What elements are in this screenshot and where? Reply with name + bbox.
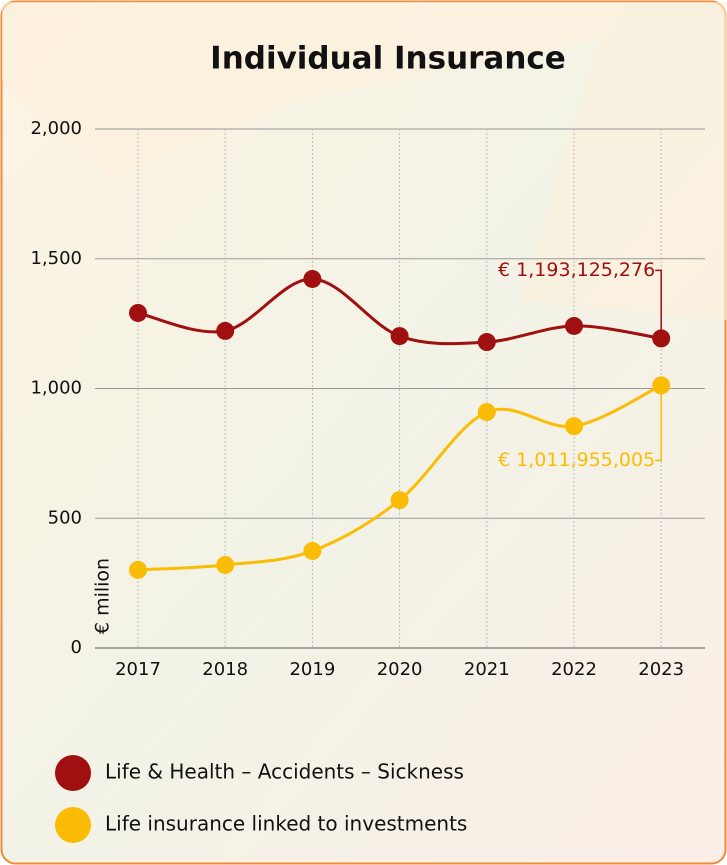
chart-title: Individual Insurance — [210, 41, 566, 77]
legend-label: Life & Health – Accidents – Sickness — [105, 760, 464, 784]
data-label: € 1,193,125,276 — [498, 259, 655, 281]
data-point — [303, 541, 322, 560]
data-point — [477, 403, 496, 422]
x-tick-label: 2021 — [464, 659, 510, 680]
data-point — [129, 303, 147, 322]
label-leader — [655, 385, 662, 462]
data-point — [390, 491, 409, 510]
data-label: € 1,011,955,005 — [498, 449, 655, 471]
y-tick-label: 1,500 — [30, 248, 82, 269]
data-point — [477, 333, 496, 352]
data-point — [303, 269, 322, 288]
x-tick-label: 2022 — [551, 659, 597, 680]
data-point — [216, 321, 235, 340]
y-tick-label: 1,000 — [30, 378, 82, 399]
y-tick-label: 500 — [48, 507, 82, 528]
data-point — [129, 560, 147, 579]
legend-label: Life insurance linked to investments — [105, 812, 467, 836]
x-tick-label: 2019 — [289, 659, 335, 680]
legend-marker — [55, 807, 91, 843]
x-tick-label: 2017 — [115, 659, 161, 680]
label-leader — [655, 269, 662, 339]
y-tick-label: 2,000 — [30, 118, 82, 139]
data-point — [216, 555, 235, 574]
x-tick-label: 2023 — [638, 659, 684, 680]
data-point — [565, 316, 583, 335]
x-tick-label: 2018 — [202, 659, 248, 680]
legend-marker — [55, 755, 91, 791]
y-axis-label: € milion — [92, 558, 114, 634]
y-tick-label: 0 — [71, 637, 82, 658]
data-point — [565, 417, 583, 436]
x-tick-label: 2020 — [377, 659, 423, 680]
background-shape — [2, 2, 727, 320]
data-point — [390, 327, 409, 346]
